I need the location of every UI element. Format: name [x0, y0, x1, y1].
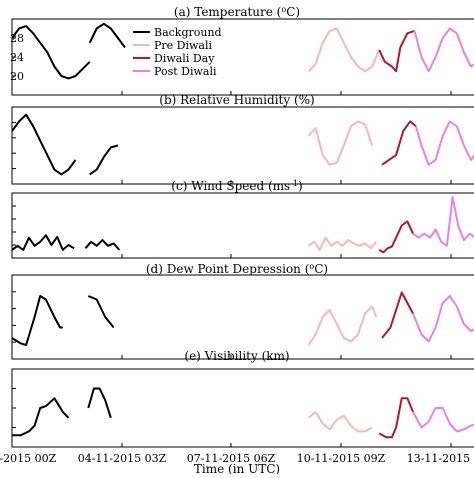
- series-line-background: [12, 398, 69, 435]
- panel-title: (d) Dew Point Depression (oC): [146, 262, 328, 277]
- x-tick-label: 10-11-2015 09Z: [297, 452, 386, 465]
- panel-title: (e) Visibility (km): [184, 349, 289, 363]
- series-line-post-diwali: [413, 408, 474, 431]
- legend-entry: Background: [154, 26, 222, 39]
- panel-frame: [12, 275, 474, 359]
- series-line-background: [90, 146, 118, 175]
- series-line-pre-diwali: [309, 412, 373, 432]
- series-line-background: [88, 296, 113, 328]
- series-line-background: [85, 240, 119, 250]
- series-line-post-diwali: [413, 296, 474, 342]
- panel-frame: [12, 107, 474, 184]
- series-line-background: [88, 389, 111, 418]
- series-line-pre-diwali: [309, 121, 373, 164]
- series-line-diwali-day: [379, 398, 413, 437]
- series-line-post-diwali: [415, 29, 474, 72]
- series-line-post-diwali: [413, 197, 474, 246]
- legend-entry: Diwali Day: [154, 52, 215, 65]
- series-line-background: [12, 296, 63, 345]
- panel-title: (c) Wind Speed (ms-1): [171, 179, 302, 194]
- series-line-pre-diwali: [309, 238, 377, 250]
- x-tick-label: 04-11-2015 03Z: [78, 452, 167, 465]
- series-line-pre-diwali: [309, 307, 377, 346]
- x-axis-label: Time (in UTC): [194, 462, 280, 474]
- panel-frame: [12, 193, 474, 258]
- series-line-post-diwali: [416, 121, 474, 164]
- x-tick-label: 13-11-2015 12Z: [407, 452, 474, 465]
- panel-title: (a) Temperature (oC): [174, 5, 300, 20]
- y-tick-label: 20: [10, 70, 24, 83]
- panel-title: (b) Relative Humidity (%): [159, 93, 314, 107]
- series-line-diwali-day: [382, 121, 416, 164]
- y-tick-label: 28: [10, 32, 24, 45]
- panel-frame: [12, 19, 474, 95]
- y-tick-label: 24: [10, 51, 24, 64]
- panel-frame: [12, 369, 474, 447]
- series-line-pre-diwali: [309, 29, 380, 72]
- series-line-background: [12, 235, 74, 250]
- legend-entry: Pre Diwali: [154, 39, 212, 52]
- series-line-background: [12, 115, 76, 175]
- series-line-diwali-day: [379, 221, 413, 252]
- series-line-background: [90, 24, 125, 48]
- series-line-diwali-day: [379, 31, 414, 71]
- legend-entry: Post Diwali: [154, 65, 217, 78]
- series-line-diwali-day: [382, 293, 413, 339]
- x-tick-label: 01-11-2015 00Z: [0, 452, 57, 465]
